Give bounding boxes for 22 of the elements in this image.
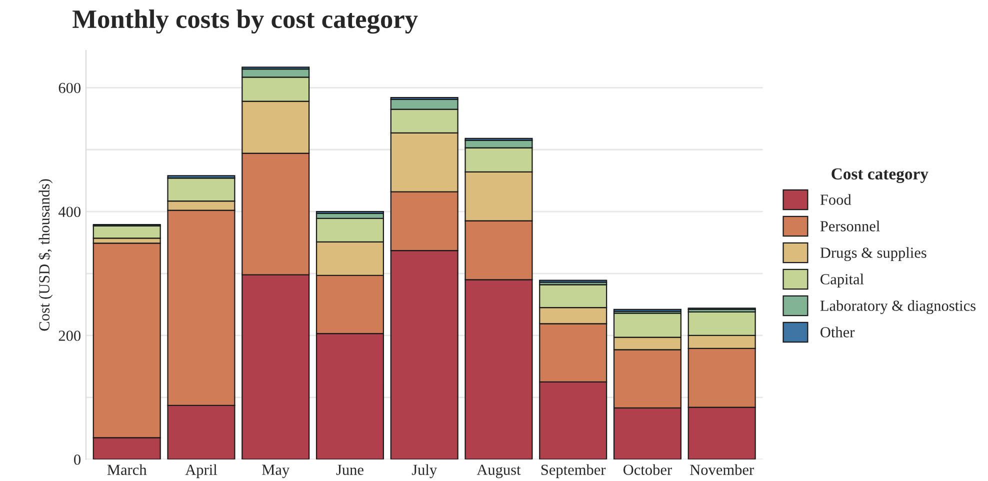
x-tick-label: November	[690, 464, 754, 475]
legend-label: Other	[820, 326, 855, 338]
legend-label: Personnel	[820, 220, 880, 232]
legend-title: Cost category	[832, 168, 928, 184]
x-tick-label: October	[623, 464, 672, 475]
x-tick-label: September	[541, 464, 606, 478]
x-tick-label: July	[412, 464, 438, 478]
x-tick-label: June	[336, 464, 364, 475]
y-tick-label: 400	[58, 206, 81, 218]
chart-title: Monthly costs by cost category	[72, 10, 418, 34]
x-tick-label: March	[107, 464, 147, 475]
legend-label: Laboratory & diagnostics	[820, 300, 976, 314]
y-tick-label: 600	[58, 82, 81, 94]
x-tick-label: August	[476, 464, 521, 478]
y-tick-label: 0	[74, 454, 81, 465]
legend-label: Drugs & supplies	[820, 247, 926, 262]
legend-label: Food	[820, 194, 852, 205]
x-tick-label: May	[262, 464, 290, 478]
legend-label: Capital	[820, 274, 864, 288]
y-axis-title: Cost (USD $, thousands)	[38, 179, 53, 331]
y-tick-label: 200	[58, 330, 81, 341]
x-tick-label: April	[185, 464, 218, 478]
